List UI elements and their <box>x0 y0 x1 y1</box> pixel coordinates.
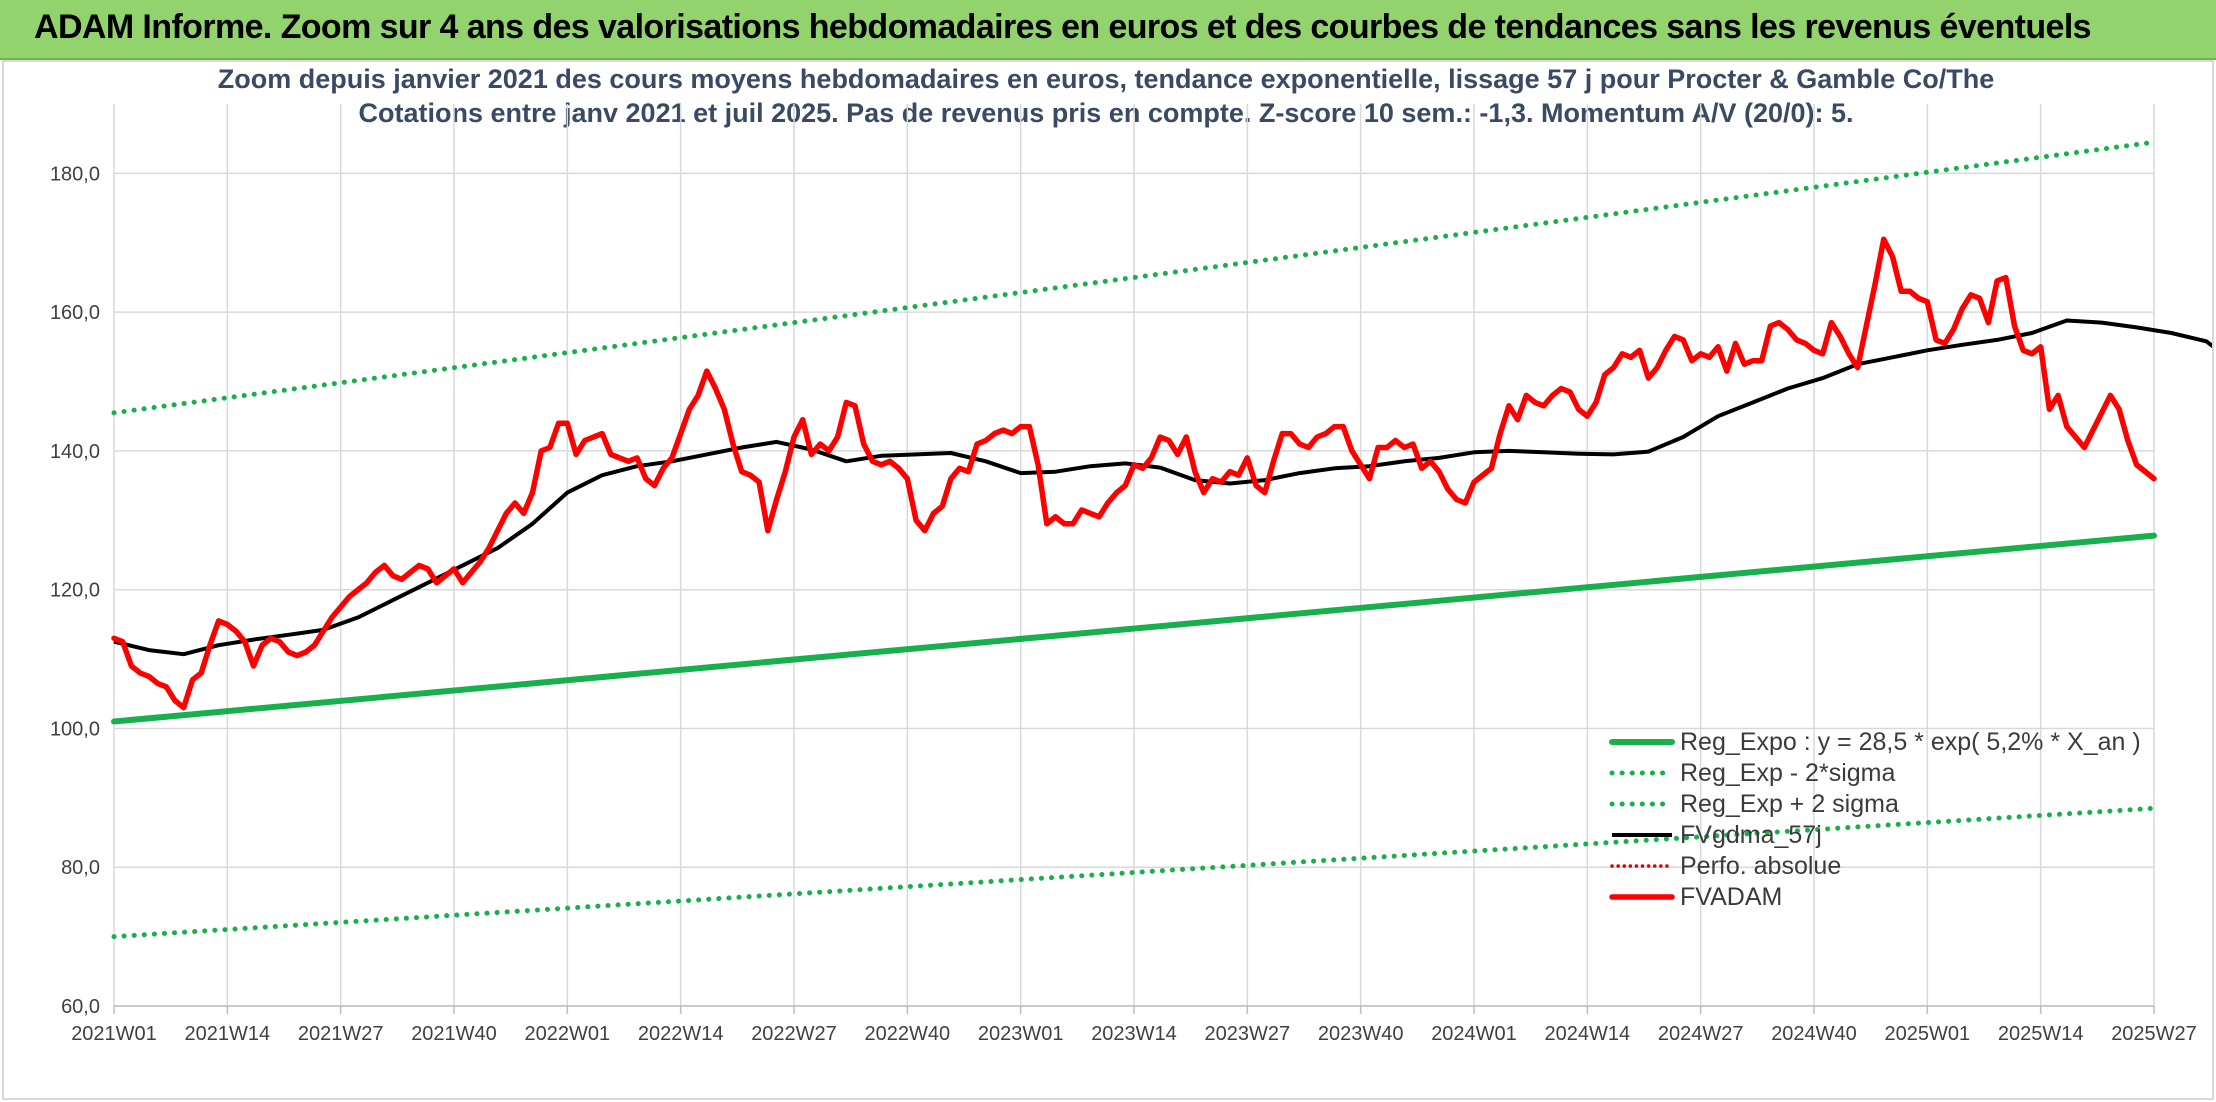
x-tick-label: 2025W14 <box>1998 1023 2084 1045</box>
x-tick-label: 2021W40 <box>411 1023 497 1045</box>
chart-title: Zoom depuis janvier 2021 des cours moyen… <box>218 64 1995 94</box>
x-tick-label: 2025W27 <box>2111 1023 2197 1045</box>
y-tick-label: 120,0 <box>50 580 100 602</box>
y-tick-label: 100,0 <box>50 718 100 740</box>
y-axis-ticks: 60,0 80,0 100,0 120,0 140,0 160,0 180,0 <box>50 163 100 1018</box>
legend-label: Reg_Expo : y = 28,5 * exp( 5,2% * X_an ) <box>1680 728 2141 756</box>
y-tick-label: 160,0 <box>50 302 100 324</box>
x-tick-label: 2022W01 <box>525 1023 611 1045</box>
x-tick-label: 2021W14 <box>185 1023 271 1045</box>
series-line-reg-exp-2-sigma <box>111 805 2157 940</box>
x-tick-label: 2021W01 <box>71 1023 157 1045</box>
chart-frame: Zoom depuis janvier 2021 des cours moyen… <box>2 60 2214 1100</box>
legend-label: FVgdma_57j <box>1680 821 1822 849</box>
x-tick-label: 2023W27 <box>1205 1023 1291 1045</box>
legend: Reg_Expo : y = 28,5 * exp( 5,2% * X_an )… <box>1609 728 2141 911</box>
y-tick-label: 140,0 <box>50 441 100 463</box>
y-tick-label: 180,0 <box>50 163 100 185</box>
x-tick-label: 2025W01 <box>1885 1023 1971 1045</box>
y-tick-label: 60,0 <box>61 996 100 1018</box>
x-tick-label: 2024W40 <box>1771 1023 1857 1045</box>
y-tick-label: 80,0 <box>61 857 100 879</box>
legend-label: Reg_Exp + 2 sigma <box>1680 790 1899 818</box>
legend-label: Reg_Exp - 2*sigma <box>1680 759 1895 787</box>
x-tick-label: 2024W01 <box>1431 1023 1517 1045</box>
series-lines <box>111 139 2212 940</box>
legend-label: Perfo. absolue <box>1680 852 1841 880</box>
x-axis-ticks: 2021W01 2021W14 2021W27 2021W40 2022W01 2022W… <box>71 1005 2197 1045</box>
gridlines <box>113 104 2155 1007</box>
x-tick-label: 2021W27 <box>298 1023 384 1045</box>
x-tick-label: 2023W40 <box>1318 1023 1404 1045</box>
series-line-fvadam <box>111 236 2157 711</box>
x-tick-label: 2024W27 <box>1658 1023 1744 1045</box>
x-tick-label: 2024W14 <box>1545 1023 1631 1045</box>
x-tick-label: 2022W14 <box>638 1023 724 1045</box>
series-line-reg-expo-y-28-5-exp-5-2-x-an <box>111 532 2157 725</box>
chart-subtitle: Cotations entre janv 2021 et juil 2025. … <box>358 98 1853 128</box>
x-tick-label: 2022W40 <box>865 1023 951 1045</box>
x-tick-label: 2022W27 <box>751 1023 837 1045</box>
x-tick-label: 2023W14 <box>1091 1023 1177 1045</box>
series-line-fvgdma-57j <box>113 318 2212 657</box>
series-line-reg-exp-2-sigma <box>111 139 2157 416</box>
chart-area: Zoom depuis janvier 2021 des cours moyen… <box>50 64 2212 1045</box>
x-tick-label: 2023W01 <box>978 1023 1064 1045</box>
legend-label: FVADAM <box>1680 883 1782 911</box>
report-banner: ADAM Informe. Zoom sur 4 ans des valoris… <box>0 0 2216 60</box>
report-title: ADAM Informe. Zoom sur 4 ans des valoris… <box>34 8 2092 46</box>
